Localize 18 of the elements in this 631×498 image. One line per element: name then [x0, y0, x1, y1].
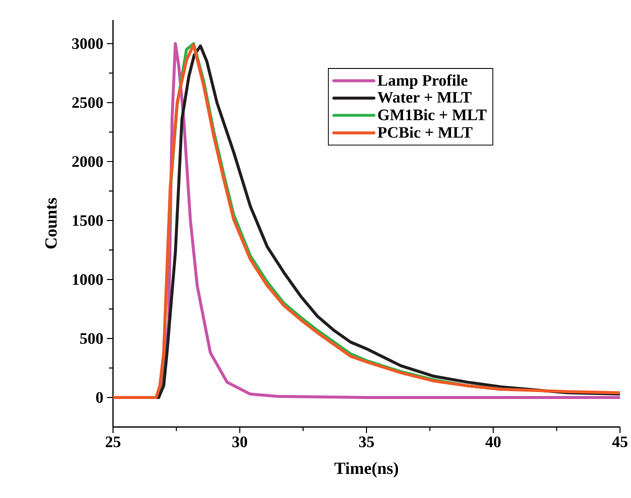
- y-tick-label: 0: [96, 392, 103, 403]
- x-tick-label: 25: [106, 436, 120, 448]
- x-tick-label: 30: [232, 436, 248, 448]
- x-tick-label: 45: [612, 436, 628, 448]
- y-tick-label: 3000: [72, 38, 103, 49]
- y-tick-label: 1000: [72, 274, 103, 285]
- legend-label: Lamp Profile: [378, 74, 468, 90]
- y-tick-label: 500: [80, 333, 103, 344]
- y-tick-label: 2500: [72, 97, 103, 108]
- x-tick-label: 40: [486, 436, 501, 448]
- legend-label: PCBic + MLT: [378, 126, 472, 138]
- y-tick-label: 2000: [72, 156, 103, 167]
- y-tick-label: 1500: [72, 215, 103, 226]
- legend-label: GM1Bic + MLT: [378, 109, 487, 120]
- y-axis-title: Counts: [45, 198, 57, 249]
- legend-label: Water + MLT: [378, 92, 472, 103]
- x-axis-title: Time(ns): [334, 462, 398, 478]
- x-tick-label: 35: [359, 436, 374, 448]
